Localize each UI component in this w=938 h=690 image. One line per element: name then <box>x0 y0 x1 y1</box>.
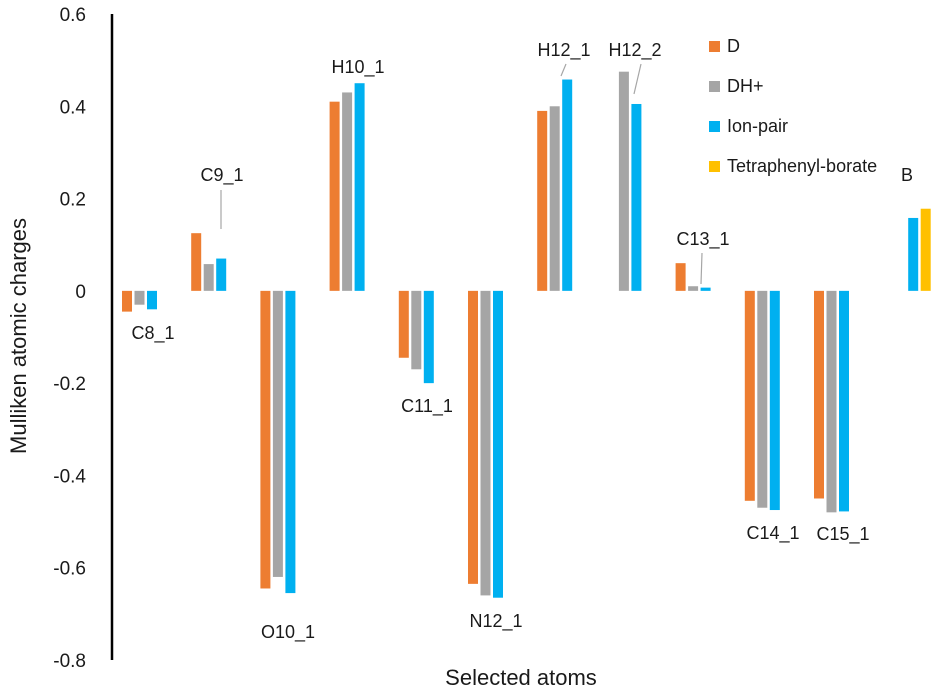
bar-C8_1-ion-pair <box>147 290 157 310</box>
bar-H12_1-dh- <box>549 106 560 291</box>
bar-O10_1-ion-pair <box>285 290 296 594</box>
legend-swatch-tetraphenyl-borate <box>709 161 720 172</box>
bar-C9_1-d <box>191 233 202 291</box>
bar-C8_1-dh- <box>134 290 145 305</box>
bar-N12_1-dh- <box>480 290 491 596</box>
legend-swatch-dh- <box>709 81 720 92</box>
bar-H12_2-ion-pair <box>631 103 642 291</box>
y-tick-label: 0.6 <box>60 5 86 26</box>
label-leader-line <box>700 252 703 285</box>
category-label-c8_1: C8_1 <box>131 323 174 344</box>
legend-swatch-d <box>709 41 720 52</box>
y-axis-title: Mulliken atomic charges <box>6 218 31 454</box>
legend-label-tetraphenyl-borate: Tetraphenyl-borate <box>727 156 877 176</box>
bar-C11_1-d <box>398 290 409 358</box>
bar-H12_2-dh- <box>618 71 629 291</box>
legend-label-d: D <box>727 36 740 56</box>
category-label-h10_1: H10_1 <box>331 57 384 78</box>
label-leader-line <box>633 63 642 95</box>
bar-H10_1-d <box>329 101 340 291</box>
bar-O10_1-dh- <box>272 290 283 577</box>
category-label-b: B <box>901 165 913 185</box>
bar-C9_1-dh- <box>203 264 214 291</box>
bar-O10_1-d <box>260 290 271 589</box>
bar-H12_1-ion-pair <box>562 79 573 291</box>
y-tick-label: 0.2 <box>60 190 86 211</box>
bar-C9_1-ion-pair <box>216 258 227 291</box>
bar-C13_1-ion-pair <box>700 287 711 291</box>
legend-label-ion-pair: Ion-pair <box>727 116 788 136</box>
category-label-n12_1: N12_1 <box>469 611 522 632</box>
y-tick-label: -0.2 <box>53 374 86 395</box>
bar-N12_1-ion-pair <box>493 290 503 598</box>
bar-H10_1-ion-pair <box>354 83 365 291</box>
category-label-h12_2: H12_2 <box>608 40 661 61</box>
bar-C11_1-dh- <box>411 290 422 370</box>
bar-C8_1-d <box>122 290 132 312</box>
bar-H10_1-dh- <box>342 92 353 291</box>
bar-C15_1-dh- <box>826 290 837 513</box>
category-label-h12_1: H12_1 <box>537 40 590 61</box>
y-tick-label: -0.8 <box>53 651 86 672</box>
bar-C13_1-d <box>675 263 686 291</box>
bar-C11_1-ion-pair <box>423 290 434 384</box>
category-label-o10_1: O10_1 <box>261 622 315 643</box>
bar-B-tetraphenyl-borate <box>920 208 931 291</box>
legend-label-dh-: DH+ <box>727 76 764 96</box>
x-axis-title: Selected atoms <box>445 665 597 690</box>
label-leader-line <box>560 63 567 77</box>
bar-H12_1-d <box>537 110 548 291</box>
legend-swatch-ion-pair <box>709 121 720 132</box>
category-label-c15_1: C15_1 <box>816 524 869 545</box>
bar-C14_1-d <box>744 290 755 501</box>
y-tick-label: -0.4 <box>53 466 86 487</box>
bar-C14_1-dh- <box>757 290 768 508</box>
category-label-c14_1: C14_1 <box>746 523 799 544</box>
category-label-c11_1: C11_1 <box>401 396 453 417</box>
bar-C15_1-d <box>814 290 824 499</box>
y-tick-label: 0.4 <box>60 97 87 118</box>
bar-C15_1-ion-pair <box>839 290 849 512</box>
bar-N12_1-d <box>468 290 478 584</box>
bar-C14_1-ion-pair <box>769 290 780 511</box>
bar-B-ion-pair <box>908 217 919 291</box>
category-label-c9_1: C9_1 <box>200 165 243 186</box>
y-tick-label: -0.6 <box>53 559 86 580</box>
y-tick-label: 0 <box>75 282 86 303</box>
category-label-c13_1: C13_1 <box>676 229 729 250</box>
bar-C13_1-dh- <box>688 286 699 291</box>
